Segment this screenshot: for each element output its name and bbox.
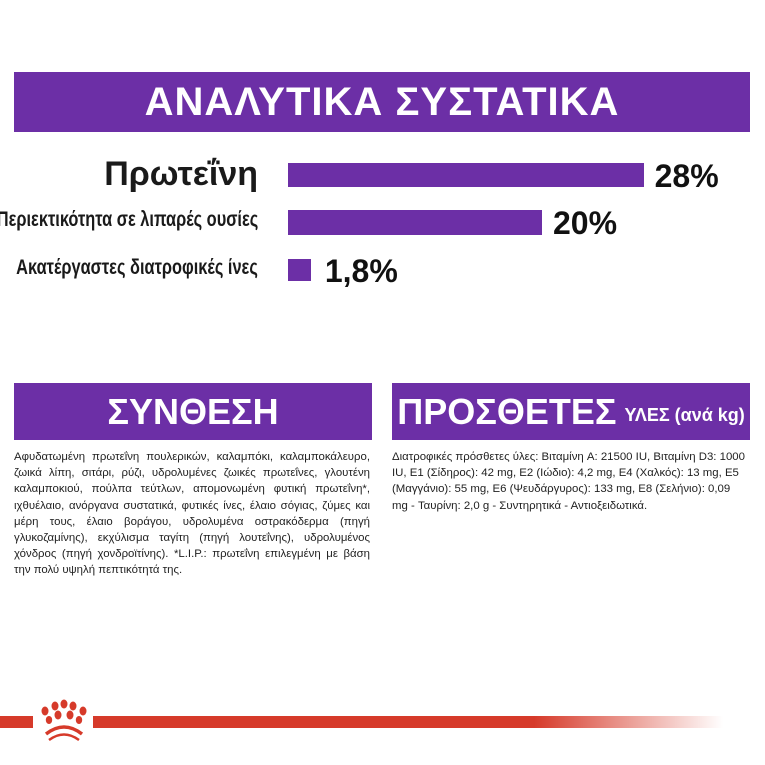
analysis-title: ΑΝΑΛΥΤΙΚΑ ΣΥΣΤΑΤΙΚΑ <box>144 79 620 124</box>
fiber-value: 1,8% <box>324 253 398 289</box>
fat-label: Περιεκτικότητα σε λιπαρές ουσίες <box>0 208 258 231</box>
additives-title: ΠΡΟΣΘΕΤΕΣ <box>397 390 617 432</box>
fat-bar <box>288 210 542 235</box>
fat-value: 20% <box>553 205 618 241</box>
analysis-banner: ΑΝΑΛΥΤΙΚΑ ΣΥΣΤΑΤΙΚΑ <box>14 72 750 132</box>
additives-text: Διατροφικές πρόσθετες ύλες: Βιταμίνη A: … <box>392 451 745 512</box>
additives-title-suffix: ΥΛΕΣ (ανά kg) <box>624 405 745 425</box>
protein-bar <box>288 163 644 187</box>
fiber-label: Ακατέργαστες διατροφικές ίνες <box>16 256 258 279</box>
composition-title: ΣΥΝΘΕΣΗ <box>107 390 279 432</box>
composition-header: ΣΥΝΘΕΣΗ <box>14 383 372 440</box>
fiber-bar <box>288 259 311 281</box>
protein-value: 28% <box>654 158 719 194</box>
additives-header: ΠΡΟΣΘΕΤΕΣ ΥΛΕΣ (ανά kg) <box>392 383 750 440</box>
footer-line-left <box>0 716 33 728</box>
composition-text: Αφυδατωμένη πρωτεΐνη πουλερικών, καλαμπό… <box>14 451 370 577</box>
footer-line-right <box>93 716 723 728</box>
royal-canin-crown-icon <box>41 699 87 742</box>
protein-label: Πρωτεΐνη <box>104 155 258 193</box>
